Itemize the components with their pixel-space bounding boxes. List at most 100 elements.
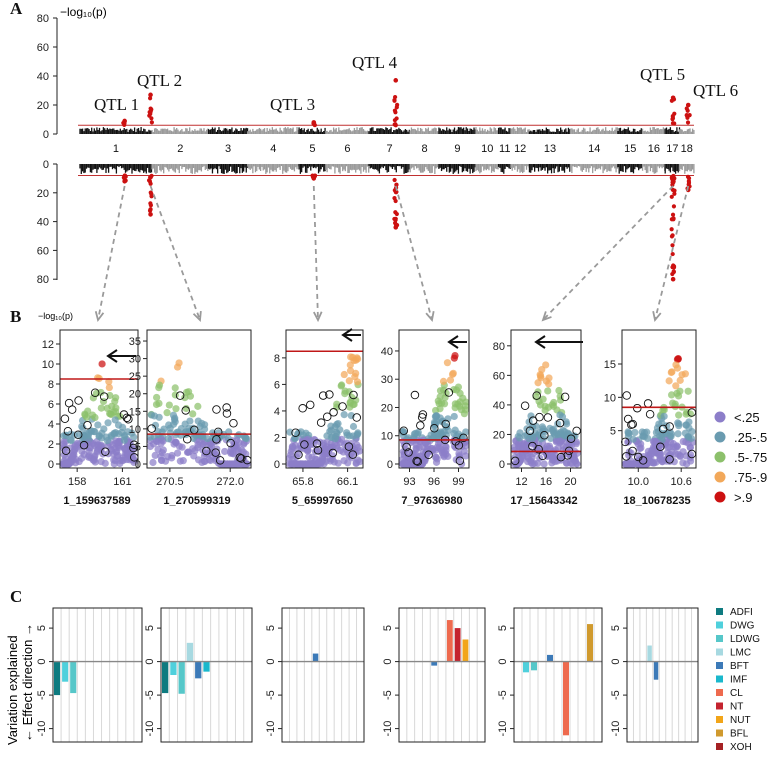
regional-points (59, 360, 139, 468)
legend-label: BFL (730, 729, 749, 740)
chromosome-label: 1 (113, 143, 119, 155)
legend-swatch (716, 689, 723, 696)
peak-point (148, 175, 153, 180)
snp-point (305, 453, 313, 461)
peak-top-point (148, 92, 153, 98)
qtl-label: QTL 3 (270, 95, 315, 114)
snp-point (179, 457, 187, 465)
panel-a-bottom-tick-label: 0 (43, 159, 49, 171)
effect-frame (513, 607, 603, 743)
regional-y-tick-label: 80 (493, 341, 505, 353)
peak-bottom-4 (392, 177, 400, 230)
zoom-arrow-head (541, 311, 552, 322)
snp-point (451, 404, 459, 412)
snp-point (60, 442, 68, 451)
regional-y-tick-label: 4 (274, 406, 280, 418)
peak-point (671, 265, 677, 270)
highlighted-snp (344, 442, 354, 451)
panel-b-y-label: −log₁₀(p) (38, 311, 73, 321)
highlighted-snp (325, 390, 334, 399)
highlighted-snp (222, 409, 232, 418)
snp-point (333, 441, 341, 450)
qtl-label: QTL 4 (352, 53, 398, 72)
peak-top-point (670, 95, 676, 101)
panel-a-top-tick-label: 60 (37, 42, 49, 54)
highlighted-snp (235, 453, 245, 462)
snp-point (242, 434, 250, 442)
snp-point (543, 442, 551, 450)
highlighted-snp (620, 437, 630, 447)
zoom-arrow-line (394, 185, 433, 321)
highlighted-snp (454, 441, 464, 450)
peak-point (392, 177, 397, 183)
highlighted-snp (338, 402, 347, 411)
snp-point (152, 400, 161, 409)
snp-point (221, 447, 229, 456)
snp-point (285, 454, 293, 462)
snp-point (307, 440, 315, 449)
snp-point (439, 451, 448, 459)
snp-point (520, 442, 528, 450)
snp-point (459, 394, 467, 402)
peak-bottom-2 (146, 173, 154, 217)
peak-point (671, 216, 676, 221)
highlighted-snp (665, 455, 674, 464)
snp-point (632, 457, 641, 465)
snp-point (412, 429, 420, 437)
regional-x-tick-label: 20 (564, 476, 576, 488)
snp-point (527, 459, 535, 467)
snp-point (673, 364, 682, 372)
snp-point (171, 418, 179, 426)
peak-point (149, 194, 154, 199)
chromosome-label: 13 (544, 143, 556, 155)
peak-bottom-top-point (393, 225, 399, 230)
snp-point (111, 430, 119, 438)
snp-point (450, 412, 458, 421)
snp-point (400, 450, 408, 458)
snp-point (538, 423, 547, 431)
highlighted-snp (175, 391, 185, 400)
snp-point (539, 395, 547, 403)
highlighted-snp (183, 434, 192, 444)
snp-point (409, 460, 417, 468)
effect-bar (162, 661, 169, 694)
peak-5 (669, 95, 677, 126)
peak-bottom-top-point (122, 178, 127, 184)
snp-point (203, 434, 212, 443)
highlighted-snp (572, 426, 581, 436)
regional-points (285, 353, 364, 468)
chromosome-16-signal (641, 127, 666, 174)
legend-label: NUT (730, 715, 751, 726)
regional-frame (621, 329, 697, 469)
regional-x-tick-label: 96 (428, 476, 440, 488)
snp-point (672, 382, 680, 390)
effect-y-tick-label: 0 (610, 659, 622, 665)
regional-y-tick-label: 8 (48, 379, 54, 391)
regional-frame (146, 329, 252, 469)
effect-frame (52, 607, 143, 743)
zoom-arrow-head (425, 310, 435, 322)
effect-y-tick-label: -10 (265, 721, 277, 737)
snp-point (184, 448, 192, 456)
snp-id-label: 1_270599319 (163, 495, 230, 507)
regional-points (398, 351, 470, 468)
snp-point (194, 441, 202, 449)
snp-point (83, 413, 91, 421)
regional-y-tick-label: 10 (42, 359, 54, 371)
snp-point (631, 428, 639, 437)
snp-point (90, 456, 98, 465)
highlighted-snp (535, 412, 544, 422)
snp-point (436, 405, 444, 413)
highlighted-snp (83, 420, 92, 430)
chromosome-label: 10 (481, 143, 493, 155)
snp-point (529, 433, 537, 441)
snp-point (687, 434, 696, 442)
highlighted-snp (412, 456, 421, 466)
effect-frame (281, 607, 365, 743)
highlighted-snp (532, 391, 541, 400)
highlighted-snp (560, 392, 570, 402)
peak-point (670, 243, 675, 248)
regional-x-tick-label: 161 (113, 476, 131, 488)
highlighted-snp (229, 419, 238, 428)
peak-point (672, 111, 677, 116)
